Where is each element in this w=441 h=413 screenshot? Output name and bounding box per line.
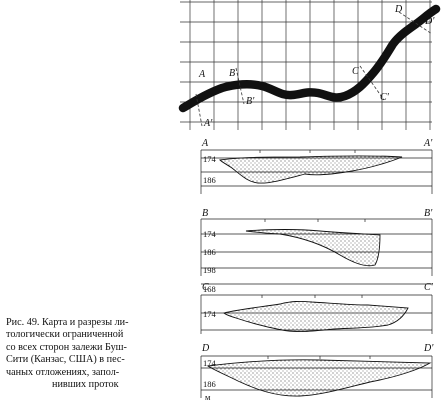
map-label-b-prime: B' xyxy=(246,96,255,107)
map-label-c: C xyxy=(352,66,359,77)
section-line-a xyxy=(195,93,203,127)
section-a: A A' 174 186 xyxy=(200,138,433,194)
section-c-left-label: C xyxy=(202,282,209,293)
caption-line: чаных отложениях, запол- xyxy=(6,366,120,378)
section-a-left-label: A xyxy=(201,138,209,149)
section-d-unit: м xyxy=(205,392,211,402)
caption-line: нивших проток xyxy=(52,379,119,391)
section-b-right-label: B' xyxy=(424,208,433,219)
section-d: D D' 174 186 м xyxy=(200,343,434,402)
section-a-tick-174: 174 xyxy=(203,154,217,164)
map-grid xyxy=(180,0,432,130)
section-b-tick-174: 174 xyxy=(203,229,217,239)
section-b-tick-198: 198 xyxy=(203,265,216,275)
section-d-right-label: D' xyxy=(423,343,434,354)
section-line-d xyxy=(398,11,433,35)
channel-path xyxy=(178,4,441,113)
section-b-tick-186: 186 xyxy=(203,247,216,257)
map-label-c-prime: C' xyxy=(380,92,390,103)
section-c-sand-body xyxy=(223,300,409,332)
map-label-d: D xyxy=(394,4,403,15)
caption-line: тологически ограниченной xyxy=(6,329,124,341)
map-label-b: B xyxy=(229,68,235,79)
caption-line: Сити (Канзас, США) в пес- xyxy=(6,354,125,366)
section-line-b xyxy=(235,67,245,105)
section-d-tick-186: 186 xyxy=(203,379,216,389)
section-b-left-label: B xyxy=(202,208,208,219)
section-a-right-label: A' xyxy=(423,138,433,149)
section-d-tick-174: 174 xyxy=(203,358,217,368)
figure-caption: Рис. 49. Карта и разрезы ли- тологически… xyxy=(6,317,174,391)
section-d-sand-body xyxy=(206,359,432,397)
section-line-c xyxy=(359,65,385,101)
caption-line: со всех сторон залежи Буш- xyxy=(6,341,127,353)
section-d-left-label: D xyxy=(201,343,210,354)
section-c-tick-168: 168 xyxy=(203,284,216,294)
map-label-a: A xyxy=(198,69,206,80)
section-c: C C' 168 174 xyxy=(200,282,434,334)
section-b-sand-body xyxy=(245,229,381,267)
map-panel: A A' B B' C C' D D' xyxy=(178,0,441,130)
map-label-d-prime: D' xyxy=(424,16,435,27)
section-b: B B' 174 186 198 xyxy=(200,208,433,276)
map-label-a-prime: A' xyxy=(203,118,213,129)
section-a-sand-body xyxy=(219,155,403,184)
section-a-tick-186: 186 xyxy=(203,175,216,185)
caption-line: Рис. 49. Карта и разрезы ли- xyxy=(6,317,129,328)
section-c-tick-174: 174 xyxy=(203,309,217,319)
section-c-right-label: C' xyxy=(424,282,434,293)
